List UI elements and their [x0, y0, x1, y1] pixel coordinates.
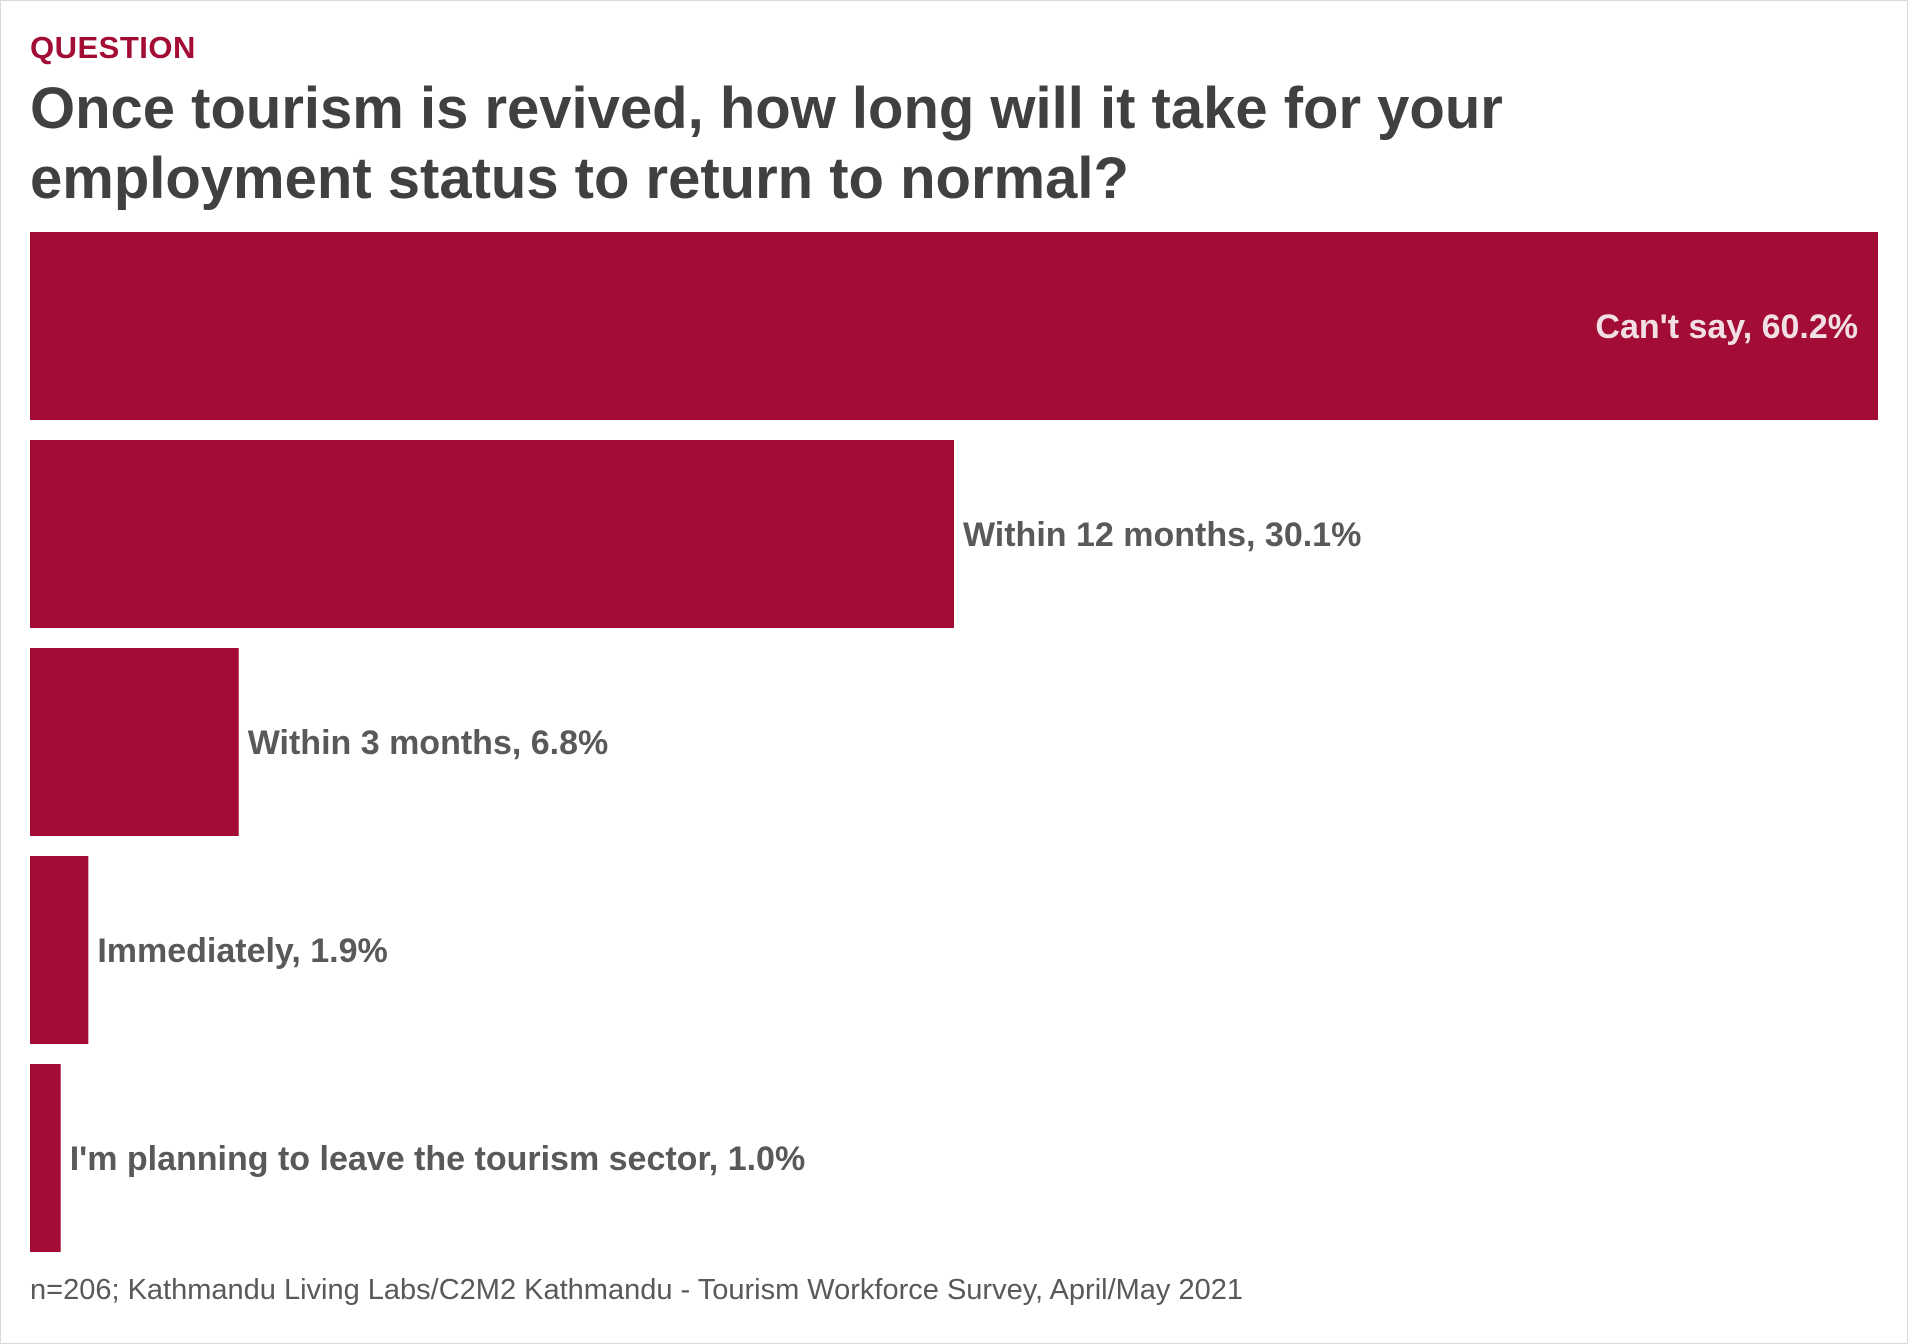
bar-label-1: Within 12 months, 30.1% — [963, 516, 1361, 554]
bar-2 — [30, 648, 239, 836]
bar-label-4: I'm planning to leave the tourism sector… — [70, 1140, 806, 1178]
bar-label-3: Immediately, 1.9% — [97, 932, 387, 970]
bar-4 — [30, 1064, 61, 1252]
bar-3 — [30, 856, 89, 1044]
bar-1 — [30, 440, 954, 628]
chart-title: Once tourism is revived, how long will i… — [30, 76, 1503, 211]
bar-chart: Can't say, 60.2% Within 12 months, 30.1% W… — [30, 232, 1878, 1252]
kicker-label: QUESTION — [30, 30, 196, 65]
bar-label-0: Can't say, 60.2% — [1595, 308, 1858, 346]
source-note: n=206; Kathmandu Living Labs/C2M2 Kathma… — [30, 1274, 1243, 1306]
bar-label-2: Within 3 months, 6.8% — [248, 724, 609, 762]
bar-0 — [30, 232, 1878, 420]
